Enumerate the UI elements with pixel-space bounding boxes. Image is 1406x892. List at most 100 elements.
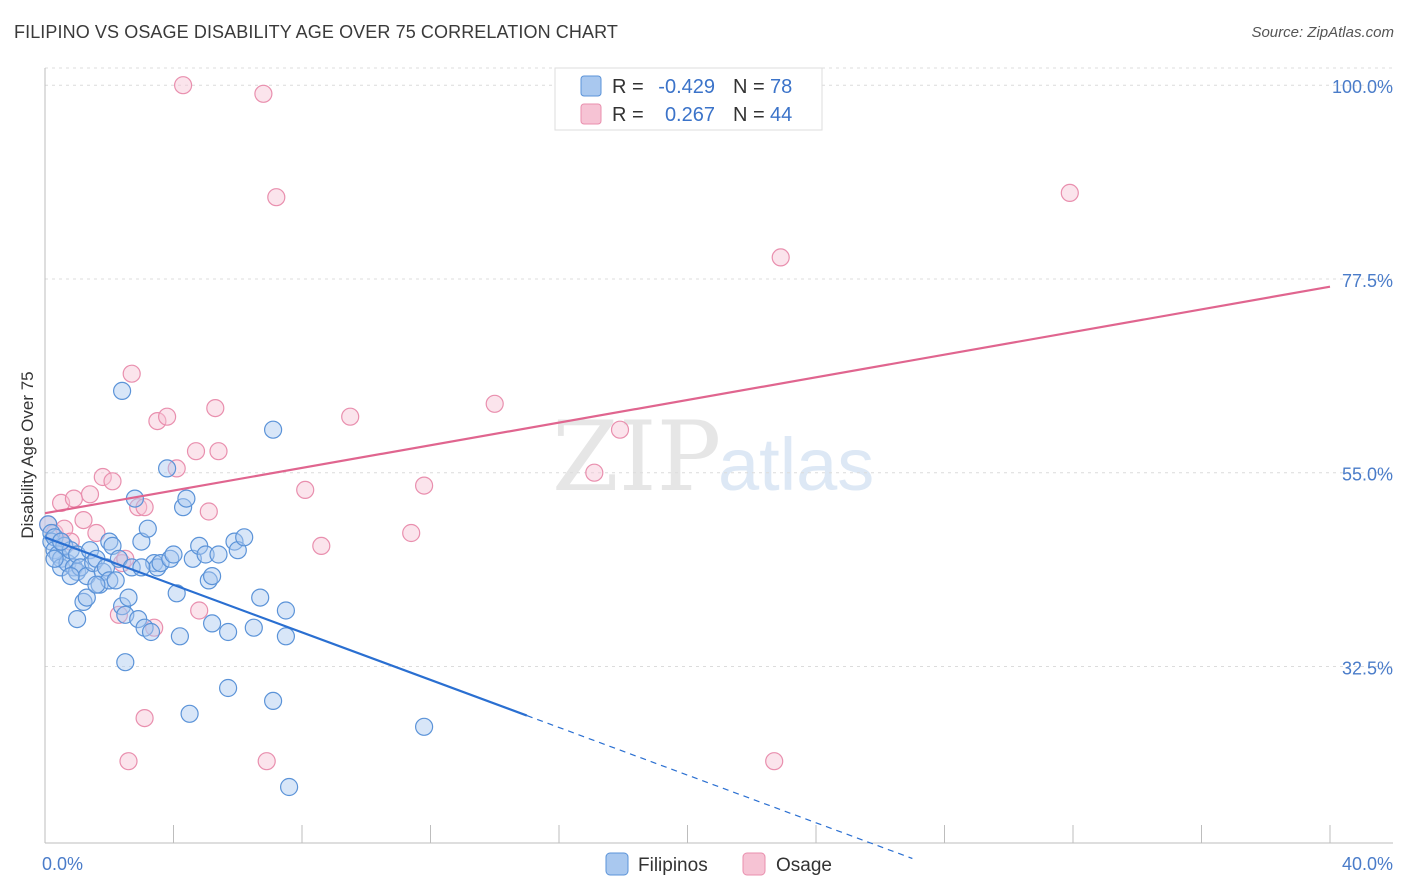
data-point bbox=[106, 571, 125, 590]
data-point bbox=[135, 708, 154, 728]
data-point bbox=[257, 752, 276, 771]
trend-line-osage bbox=[44, 285, 1331, 515]
data-point bbox=[485, 394, 504, 413]
data-point bbox=[280, 777, 299, 797]
data-point bbox=[180, 704, 199, 723]
trend-line-filipinos bbox=[44, 536, 528, 717]
data-point bbox=[148, 412, 167, 431]
data-point bbox=[415, 476, 434, 495]
watermark-atlas: atlas bbox=[718, 423, 874, 506]
legend-swatch-osage bbox=[580, 103, 602, 125]
legend-n-label-filipinos: N = bbox=[733, 76, 765, 98]
x-tick-label-min: 0.0% bbox=[42, 854, 83, 874]
legend-r-value-filipinos: -0.429 bbox=[658, 76, 715, 98]
correlation-legend: R = -0.429 N = 78 R = 0.267 N = 44 bbox=[554, 67, 823, 131]
legend-r-value-osage: 0.267 bbox=[665, 104, 715, 126]
osage-points bbox=[39, 76, 1079, 771]
data-point bbox=[276, 627, 295, 646]
data-point bbox=[167, 459, 186, 478]
data-point bbox=[341, 407, 360, 426]
data-point bbox=[80, 485, 100, 504]
data-point bbox=[87, 523, 106, 543]
data-point bbox=[203, 566, 222, 586]
data-point bbox=[151, 553, 170, 573]
data-point bbox=[264, 691, 283, 711]
chart-title: FILIPINO VS OSAGE DISABILITY AGE OVER 75… bbox=[14, 22, 618, 42]
data-point bbox=[610, 420, 630, 439]
data-point bbox=[119, 588, 138, 607]
data-point bbox=[138, 519, 157, 538]
data-point bbox=[158, 407, 177, 426]
data-point bbox=[61, 566, 80, 586]
data-point bbox=[585, 463, 604, 482]
legend-swatch-filipinos bbox=[580, 75, 602, 97]
data-point bbox=[174, 76, 193, 95]
data-point bbox=[122, 364, 141, 383]
x-tick-label-max: 40.0% bbox=[1342, 854, 1393, 874]
data-point bbox=[93, 467, 112, 487]
bottom-legend-osage: Osage bbox=[776, 855, 832, 876]
data-point bbox=[219, 622, 238, 642]
data-point bbox=[67, 609, 87, 629]
y-tick-label: 77.5% bbox=[1342, 271, 1393, 291]
data-point bbox=[209, 545, 228, 564]
data-point bbox=[219, 678, 238, 698]
data-point bbox=[177, 489, 196, 508]
data-point bbox=[186, 442, 206, 461]
data-point bbox=[87, 575, 106, 594]
data-point bbox=[264, 420, 283, 439]
data-point bbox=[251, 588, 270, 607]
data-point bbox=[74, 510, 93, 530]
series-legend: Filipinos Osage bbox=[605, 852, 832, 876]
data-point bbox=[203, 614, 222, 633]
source-label: Source: ZipAtlas.com bbox=[1251, 24, 1394, 41]
watermark-zip: ZIP bbox=[552, 401, 721, 513]
gridlines bbox=[45, 67, 1393, 667]
data-point bbox=[267, 188, 286, 207]
data-point bbox=[771, 248, 790, 267]
data-point bbox=[196, 545, 215, 564]
legend-r-label-osage: R = bbox=[612, 104, 644, 126]
data-point bbox=[164, 545, 183, 564]
legend-n-value-osage: 44 bbox=[770, 104, 792, 126]
trend-line-filipinos-extension bbox=[526, 714, 913, 860]
axes bbox=[44, 68, 1393, 844]
data-point bbox=[254, 84, 273, 103]
bottom-legend-swatch-filipinos bbox=[605, 852, 629, 876]
data-point bbox=[64, 489, 84, 508]
data-point bbox=[199, 502, 218, 521]
y-tick-labels: 32.5% 55.0% 77.5% 100.0% bbox=[1332, 77, 1393, 678]
data-point bbox=[167, 584, 186, 603]
data-point bbox=[296, 480, 315, 499]
y-axis-label: Disability Age Over 75 bbox=[18, 371, 37, 538]
data-point bbox=[141, 622, 161, 642]
y-tick-label: 32.5% bbox=[1342, 658, 1393, 678]
legend-n-value-filipinos: 78 bbox=[770, 76, 792, 98]
legend-n-label-osage: N = bbox=[733, 104, 765, 126]
data-point bbox=[206, 399, 225, 418]
bottom-legend-swatch-osage bbox=[742, 852, 766, 876]
data-point bbox=[158, 459, 177, 478]
data-point bbox=[209, 442, 228, 461]
bottom-legend-filipinos: Filipinos bbox=[638, 855, 708, 876]
data-point bbox=[244, 618, 263, 637]
data-point bbox=[312, 536, 331, 556]
data-point bbox=[765, 752, 784, 771]
data-point bbox=[402, 523, 421, 543]
y-tick-label: 100.0% bbox=[1332, 77, 1393, 97]
data-point bbox=[1060, 183, 1079, 202]
data-point bbox=[170, 627, 189, 646]
legend-r-label-filipinos: R = bbox=[612, 76, 644, 98]
data-point bbox=[190, 601, 209, 620]
data-point bbox=[415, 717, 434, 736]
data-point bbox=[45, 549, 64, 568]
data-point bbox=[103, 472, 122, 491]
data-point bbox=[116, 653, 135, 672]
y-tick-label: 55.0% bbox=[1342, 465, 1393, 485]
filipinos-points bbox=[39, 381, 434, 797]
trend-lines bbox=[44, 285, 1331, 860]
data-point bbox=[112, 381, 132, 400]
data-point bbox=[276, 601, 295, 620]
data-point bbox=[119, 752, 138, 771]
